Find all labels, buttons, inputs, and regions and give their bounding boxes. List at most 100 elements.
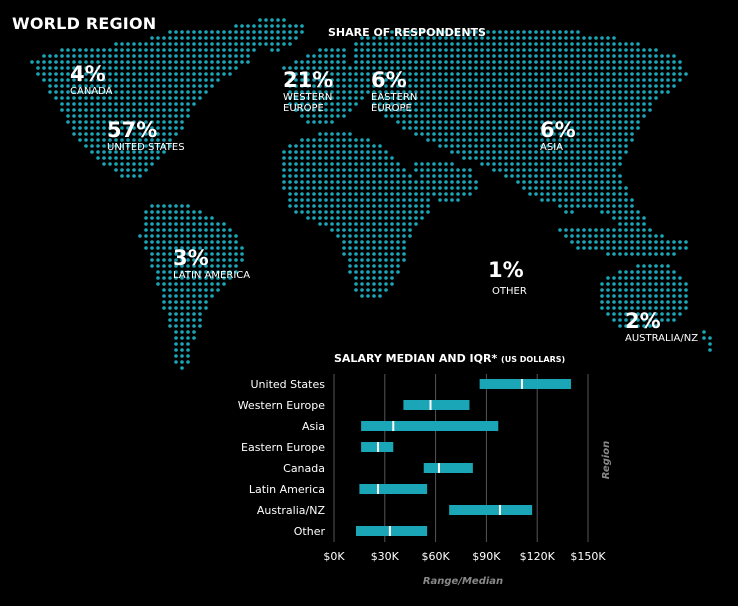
map-dot — [618, 324, 622, 328]
map-dot — [324, 150, 328, 154]
map-dot — [330, 192, 334, 196]
map-dot — [222, 54, 226, 58]
x-tick-label: $0K — [323, 550, 345, 563]
map-dot — [606, 240, 610, 244]
map-dot — [420, 162, 424, 166]
map-dot — [606, 234, 610, 238]
map-dot — [666, 84, 670, 88]
map-dot — [198, 228, 202, 232]
map-dot — [636, 54, 640, 58]
map-dot — [360, 36, 364, 40]
map-dot — [672, 282, 676, 286]
map-dot — [114, 120, 118, 124]
page-title: WORLD REGION — [12, 14, 157, 33]
map-dot — [372, 150, 376, 154]
map-dot — [66, 108, 70, 112]
map-dot — [354, 144, 358, 148]
map-dot — [312, 72, 316, 76]
map-dot — [450, 138, 454, 142]
map-dot — [306, 120, 310, 124]
map-dot — [204, 54, 208, 58]
map-dot — [318, 48, 322, 52]
map-dot — [444, 144, 448, 148]
map-dot — [192, 324, 196, 328]
map-dot — [474, 42, 478, 46]
map-dot — [570, 204, 574, 208]
map-dot — [462, 120, 466, 124]
map-dot — [198, 306, 202, 310]
map-dot — [402, 258, 406, 262]
map-dot — [384, 264, 388, 268]
map-dot — [366, 168, 370, 172]
map-dot — [498, 84, 502, 88]
map-dot — [570, 162, 574, 166]
map-dot — [72, 48, 76, 52]
map-dot — [414, 120, 418, 124]
map-dot — [144, 78, 148, 82]
map-dot — [102, 84, 106, 88]
map-dot — [180, 126, 184, 130]
map-dot — [552, 96, 556, 100]
map-dot — [102, 72, 106, 76]
map-dot — [468, 138, 472, 142]
map-dot — [444, 84, 448, 88]
map-dot — [354, 168, 358, 172]
map-dot — [366, 234, 370, 238]
map-dot — [180, 210, 184, 214]
map-dot — [300, 174, 304, 178]
map-dot — [162, 240, 166, 244]
map-dot — [300, 186, 304, 190]
map-dot — [180, 204, 184, 208]
map-dot — [186, 72, 190, 76]
map-dot — [396, 246, 400, 250]
map-dot — [624, 270, 628, 274]
map-dot — [156, 102, 160, 106]
map-dot — [654, 54, 658, 58]
map-dot — [360, 258, 364, 262]
map-dot — [648, 270, 652, 274]
map-dot — [216, 234, 220, 238]
map-dot — [600, 246, 604, 250]
map-dot — [660, 78, 664, 82]
map-dot — [552, 36, 556, 40]
map-dot — [366, 192, 370, 196]
map-dot — [354, 150, 358, 154]
map-dot — [612, 78, 616, 82]
map-dot — [594, 156, 598, 160]
map-dot — [90, 102, 94, 106]
map-dot — [630, 216, 634, 220]
map-dot — [582, 234, 586, 238]
map-dot — [576, 198, 580, 202]
map-dot — [276, 18, 280, 22]
map-dot — [630, 282, 634, 286]
map-dot — [672, 72, 676, 76]
map-dot — [354, 234, 358, 238]
map-dot — [174, 258, 178, 262]
map-dot — [498, 78, 502, 82]
map-dot — [180, 228, 184, 232]
map-dot — [510, 72, 514, 76]
map-dot — [300, 102, 304, 106]
map-dot — [102, 126, 106, 130]
map-dot — [486, 36, 490, 40]
map-dot — [336, 60, 340, 64]
map-dot — [162, 282, 166, 286]
map-dot — [522, 180, 526, 184]
map-dot — [372, 252, 376, 256]
map-dot — [642, 72, 646, 76]
map-dot — [558, 162, 562, 166]
map-dot — [174, 270, 178, 274]
map-dot — [516, 126, 520, 130]
map-dot — [600, 150, 604, 154]
map-dot — [648, 54, 652, 58]
map-dot — [450, 42, 454, 46]
map-dot — [384, 168, 388, 172]
map-dot — [348, 234, 352, 238]
map-dot — [402, 78, 406, 82]
map-dot — [342, 132, 346, 136]
map-dot — [156, 78, 160, 82]
map-dot — [612, 60, 616, 64]
map-dot — [576, 180, 580, 184]
map-dot — [408, 222, 412, 226]
map-dot — [528, 132, 532, 136]
